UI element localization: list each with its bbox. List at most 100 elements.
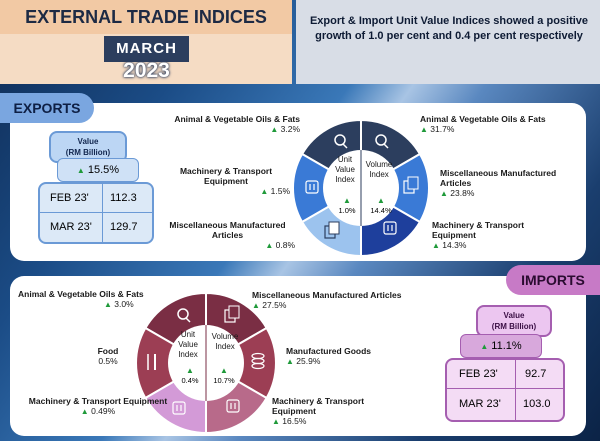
exports-value-unit: (RM Billion) [65, 148, 111, 157]
imports-value-header: Value (RM Billion) [476, 305, 552, 337]
item-change: 25.9% [296, 356, 321, 366]
item-name: Machinery & Transport Equipment [179, 166, 273, 186]
item-change: 14.3% [442, 240, 467, 250]
up-arrow-icon: ▲ [252, 301, 260, 310]
imports-volume-item: Machinery & Transport Equipment ▲ 16.5% [272, 396, 382, 427]
exports-volume-label: Volume Index [365, 160, 393, 179]
up-arrow-icon: ▲ [104, 300, 112, 309]
up-arrow-icon: ▲ [260, 187, 269, 196]
exports-volume-change: ▲ 14.4% [365, 196, 397, 216]
row-value: 92.7 [525, 368, 547, 380]
row-label: FEB 23' [50, 192, 89, 204]
row-value: 103.0 [523, 398, 551, 410]
item-change: 3.2% [280, 124, 300, 134]
exports-unit-value-change: ▲ 1.0% [331, 196, 363, 216]
imports-value-change: ▲ 11.1% [460, 334, 542, 358]
exports-unit-item: Animal & Vegetable Oils & Fats ▲ 3.2% [160, 114, 300, 135]
up-arrow-icon: ▲ [343, 196, 351, 205]
imports-unit-value-label: Unit Value Index [178, 330, 198, 359]
item-name: Animal & Vegetable Oils & Fats [18, 289, 144, 299]
goods-icon [251, 352, 265, 370]
item-name: Machinery & Transport Equipment [432, 220, 525, 240]
exports-value-header: Value (RM Billion) [49, 131, 127, 163]
up-arrow-icon: ▲ [76, 166, 85, 175]
item-name: Miscellaneous Manufactured Articles [252, 290, 402, 300]
machinery-icon [305, 180, 319, 194]
table-row: MAR 23' 129.7 [40, 213, 152, 241]
report-year: 2023 [123, 59, 170, 82]
change-text: 10.7% [213, 376, 235, 385]
imports-volume-label: Volume Index [211, 332, 239, 351]
table-row: FEB 23' 92.7 [447, 360, 563, 389]
up-arrow-icon: ▲ [432, 241, 440, 250]
header-right-panel [296, 0, 600, 84]
imports-unit-item: Animal & Vegetable Oils & Fats ▲ 3.0% [18, 289, 178, 310]
exports-donut [292, 118, 430, 258]
up-arrow-icon: ▲ [265, 241, 274, 250]
food-icon [147, 354, 156, 370]
imports-volume-item: Manufactured Goods ▲ 25.9% [286, 346, 396, 367]
imports-unit-item: Food 0.5% [86, 346, 130, 367]
report-month: MARCH [104, 36, 189, 62]
item-change: 1.5% [270, 186, 290, 196]
imports-value-title: Value [503, 311, 525, 320]
machinery-icon [226, 399, 240, 413]
item-change: 0.5% [98, 356, 118, 366]
articles-icon [224, 305, 240, 323]
imports-unit-value-change: ▲ 0.4% [174, 366, 206, 386]
articles-icon [403, 176, 419, 194]
up-arrow-icon: ▲ [80, 407, 89, 416]
row-label: FEB 23' [459, 368, 498, 380]
exports-volume-item: Miscellaneous Manufactured Articles ▲ 23… [440, 168, 582, 199]
up-arrow-icon: ▲ [220, 366, 228, 375]
item-name: Miscellaneous Manufactured Articles [169, 220, 286, 240]
item-change: 31.7% [430, 124, 455, 134]
up-arrow-icon: ▲ [377, 196, 385, 205]
exports-tag: EXPORTS [0, 93, 94, 123]
imports-unit-item: Machinery & Transport Equipment ▲ 0.49% [28, 396, 168, 417]
imports-donut [135, 291, 277, 435]
item-change: 16.5% [282, 416, 307, 426]
exports-volume-item: Animal & Vegetable Oils & Fats ▲ 31.7% [420, 114, 580, 135]
row-value: 112.3 [110, 192, 137, 204]
exports-unit-value-label: Unit Value Index [335, 155, 355, 184]
up-arrow-icon: ▲ [286, 357, 294, 366]
up-arrow-icon: ▲ [272, 417, 280, 426]
item-change: 0.49% [91, 406, 116, 416]
change-text: 0.4% [181, 376, 199, 385]
machinery-icon [172, 401, 186, 415]
table-divider [102, 184, 103, 242]
oil-bottle-icon [375, 134, 389, 149]
oil-bottle-icon [177, 308, 191, 323]
up-arrow-icon: ▲ [440, 189, 448, 198]
item-name: Manufactured Goods [286, 346, 372, 356]
exports-unit-item: Machinery & Transport Equipment ▲ 1.5% [162, 166, 290, 197]
item-change: 0.8% [275, 240, 295, 250]
row-label: MAR 23' [50, 221, 92, 233]
item-name: Machinery & Transport Equipment [28, 396, 168, 406]
item-name: Machinery & Transport Equipment [272, 396, 365, 416]
change-text: 1.0% [338, 206, 356, 215]
exports-value-change: ▲ 15.5% [57, 158, 139, 182]
up-arrow-icon: ▲ [270, 125, 279, 134]
exports-volume-item: Machinery & Transport Equipment ▲ 14.3% [432, 220, 542, 251]
up-arrow-icon: ▲ [420, 125, 428, 134]
up-arrow-icon: ▲ [480, 342, 489, 351]
item-name: Food [97, 346, 119, 356]
imports-value-unit: (RM Billion) [491, 322, 537, 331]
imports-volume-item: Miscellaneous Manufactured Articles ▲ 27… [252, 290, 452, 311]
up-arrow-icon: ▲ [186, 366, 194, 375]
exports-change-text: 15.5% [87, 164, 120, 176]
item-change: 27.5% [262, 300, 287, 310]
row-value: 129.7 [110, 221, 138, 233]
imports-tag: IMPORTS [506, 265, 600, 295]
exports-unit-item: Miscellaneous Manufactured Articles ▲ 0.… [160, 220, 295, 251]
machinery-icon [383, 221, 397, 235]
exports-value-table: FEB 23' 112.3 MAR 23' 129.7 [38, 182, 154, 244]
imports-value-table: FEB 23' 92.7 MAR 23' 103.0 [445, 358, 565, 422]
change-text: 14.4% [370, 206, 392, 215]
table-row: MAR 23' 103.0 [447, 390, 563, 418]
imports-change-text: 11.1% [491, 340, 522, 352]
item-name: Miscellaneous Manufactured Articles [440, 168, 557, 188]
oil-bottle-icon [334, 134, 348, 149]
